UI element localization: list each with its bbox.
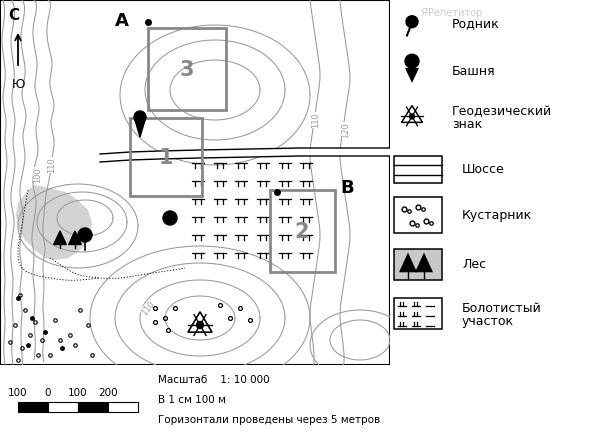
Text: Башня: Башня [452, 65, 496, 77]
Text: 200: 200 [98, 388, 118, 398]
Text: C: C [8, 8, 19, 23]
Bar [148, 28, 226, 110]
Text: Горизонтали проведены через 5 метров: Горизонтали проведены через 5 метров [158, 415, 380, 425]
Circle shape [409, 114, 414, 119]
Text: 110: 110 [48, 157, 57, 173]
Bar [108, 402, 138, 412]
Bar [48, 402, 78, 412]
Text: знак: знак [452, 118, 482, 131]
Bar [394, 197, 442, 233]
Text: 120: 120 [341, 122, 350, 138]
Bar [130, 118, 202, 196]
Text: 3: 3 [180, 60, 194, 80]
Circle shape [405, 54, 419, 68]
Text: Родник: Родник [452, 17, 500, 30]
Text: В 1 см 100 м: В 1 см 100 м [158, 395, 226, 405]
Bar [394, 156, 442, 183]
Bar [18, 402, 48, 412]
Circle shape [163, 211, 177, 225]
Bar [394, 298, 442, 330]
Polygon shape [100, 148, 390, 162]
Text: Геодезический: Геодезический [452, 105, 552, 118]
Polygon shape [399, 253, 417, 272]
Text: A: A [115, 12, 129, 30]
Text: Я: Я [420, 8, 427, 18]
Bar [394, 249, 442, 280]
Polygon shape [16, 185, 92, 260]
Text: 100: 100 [8, 388, 28, 398]
Text: Лес: Лес [462, 258, 486, 271]
Bar [78, 402, 108, 412]
Text: Болотистый: Болотистый [462, 302, 541, 315]
Text: Ю: Ю [11, 78, 25, 91]
Text: участок: участок [462, 315, 514, 328]
Polygon shape [54, 231, 66, 245]
Circle shape [406, 16, 418, 28]
Bar [270, 190, 335, 272]
Text: Репетитор: Репетитор [428, 8, 482, 18]
Circle shape [197, 322, 203, 329]
Text: 2: 2 [295, 222, 309, 242]
Text: 110: 110 [139, 299, 157, 317]
Text: B: B [340, 179, 353, 197]
Text: Шоссе: Шоссе [462, 163, 505, 176]
Text: 110: 110 [312, 112, 321, 128]
Polygon shape [69, 231, 81, 245]
Polygon shape [135, 120, 145, 137]
Circle shape [78, 228, 92, 242]
Text: 0: 0 [45, 388, 51, 398]
Circle shape [134, 111, 146, 123]
Text: 100: 100 [34, 167, 42, 183]
Polygon shape [405, 68, 419, 83]
Text: 100: 100 [68, 388, 88, 398]
Polygon shape [415, 253, 433, 272]
Text: Масштаб    1: 10 000: Масштаб 1: 10 000 [158, 375, 270, 385]
Text: Кустарник: Кустарник [462, 209, 532, 222]
Text: 1: 1 [159, 148, 173, 168]
